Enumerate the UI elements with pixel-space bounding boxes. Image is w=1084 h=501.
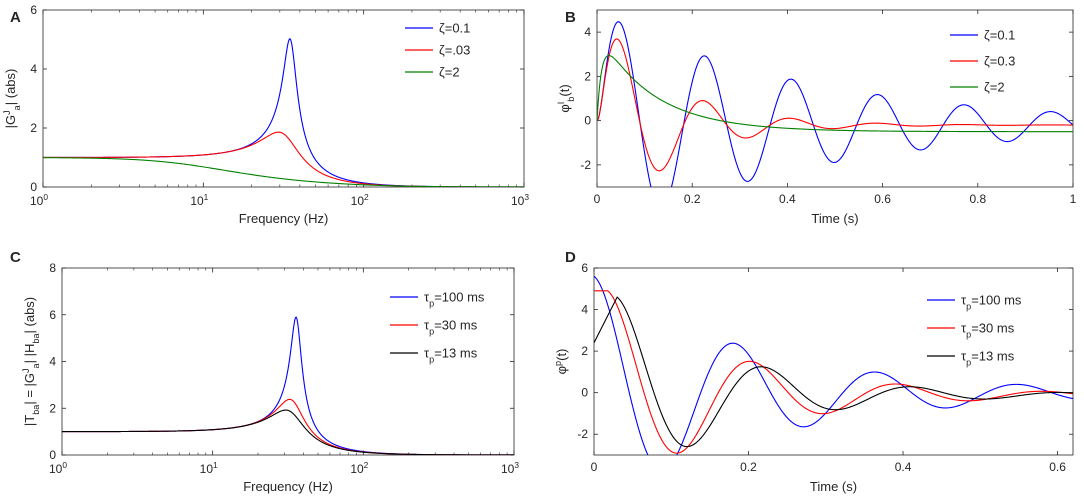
panel-a-xtick-label: 102 [351, 192, 369, 208]
panel-b-ylabel: φIb(t) [556, 84, 576, 112]
panel-c-ytick-label: 4 [49, 355, 56, 369]
panel-d-xlabel: Time (s) [810, 479, 857, 494]
panel-a-xtick-label: 100 [30, 192, 48, 208]
panel-c-ytick-label: 6 [49, 308, 56, 322]
panel-c: C 0 2 4 6 8 100 101 102 103 Frequency (Hz) |Tba| =… [10, 249, 519, 494]
panel-d-ytick-label: 2 [581, 344, 588, 358]
panel-d-legend-label-1: τp=100 ms [961, 293, 1022, 312]
panel-b-ytick-label: 0 [584, 114, 591, 128]
panel-d-xtick-label: 0.6 [1049, 460, 1066, 474]
panel-d-legend-label-2: τp=30 ms [961, 321, 1015, 340]
panel-b-legend-label-2: ζ=0.3 [984, 54, 1015, 69]
panel-d-ylabel: φp(t) [553, 349, 569, 375]
panel-b-ytick-label: 4 [584, 25, 591, 39]
panel-d-legend-label-3: τp=13 ms [961, 349, 1015, 368]
panel-a-series-line-3 [43, 157, 524, 187]
panel-c-ytick-label: 0 [49, 448, 56, 462]
panel-c-xlabel: Frequency (Hz) [243, 479, 333, 494]
panel-b-xtick-label: 0 [594, 192, 601, 206]
panel-a-axes-box [42, 9, 525, 188]
panel-d-ytick-label: 6 [581, 261, 588, 275]
panel-c-xtick-label: 101 [200, 460, 218, 476]
panel-a-xtick-label: 103 [511, 192, 529, 208]
panel-b-axes-box [596, 9, 1074, 188]
panel-a-legend-label-3: ζ=2 [439, 65, 460, 80]
panel-c-legend-label-3: τp=13 ms [424, 346, 478, 365]
panel-d-ytick-label: -2 [577, 427, 588, 441]
panel-c-ylabel: |Tba| = |GJa| |Hba| (abs) [21, 297, 41, 426]
panel-a-legend-label-2: ζ=.03 [439, 43, 470, 58]
panel-c-ytick-label: 2 [49, 401, 56, 415]
panel-letter-c: C [10, 249, 21, 266]
panel-a-ylabel: |GJa| (abs) [2, 69, 22, 129]
panel-b-xtick-label: 0.8 [969, 192, 986, 206]
panel-d-xtick-label: 0 [591, 460, 598, 474]
panel-a-legend-label-1: ζ=0.1 [439, 21, 470, 36]
panel-b-series-line-3 [597, 54, 1073, 133]
panel-d-axes-box [593, 267, 1074, 456]
panel-a-ytick-label: 6 [30, 3, 37, 17]
panel-d-ytick-label: 0 [581, 386, 588, 400]
panel-a-series-line-1 [43, 37, 524, 187]
panel-c-series-line-1 [62, 316, 514, 455]
panel-b: B -2 0 2 4 0 0.2 0.4 0.6 0.8 1 Time (s) φIb(t) ζ=0.1… [556, 9, 1077, 226]
panel-b-series-line-2 [597, 38, 1073, 172]
panel-a-ytick-label: 4 [30, 62, 37, 76]
panel-a-ytick-label: 0 [30, 180, 37, 194]
panel-d-series-line-2 [594, 290, 1073, 454]
panel-c-legend-label-2: τp=30 ms [424, 318, 478, 337]
panel-a-ytick-label: 2 [30, 121, 37, 135]
panel-c-series-line-3 [62, 409, 514, 455]
panel-c-xtick-label: 103 [501, 460, 519, 476]
panel-b-xtick-label: 0.2 [684, 192, 701, 206]
panel-b-legend-label-1: ζ=0.1 [984, 28, 1015, 43]
panel-b-xlabel: Time (s) [811, 211, 858, 226]
panel-b-xtick-label: 0.4 [779, 192, 796, 206]
panel-d-ytick-label: 4 [581, 303, 588, 317]
panel-a-xtick-label: 101 [190, 192, 208, 208]
panel-d-series-line-3 [594, 296, 1073, 448]
panel-b-legend-label-3: ζ=2 [984, 80, 1005, 95]
panel-c-ytick-label: 8 [49, 261, 56, 275]
panel-b-xtick-label: 0.6 [874, 192, 891, 206]
panel-d: D -2 0 2 4 6 0 0.2 0.4 0.6 Time (s) φp(t) τp=100 ms… [553, 249, 1074, 494]
panel-c-legend-label-1: τp=100 ms [424, 290, 485, 309]
panel-b-xtick-label: 1 [1070, 192, 1077, 206]
panel-d-xtick-label: 0.2 [740, 460, 757, 474]
panel-c-xtick-label: 100 [49, 460, 67, 476]
panel-letter-a: A [10, 9, 21, 26]
panel-a: A 0 2 4 6 100 101 102 103 Frequency (Hz) |GJa| (a… [2, 3, 529, 226]
panel-letter-d: D [565, 249, 576, 266]
panel-c-xtick-label: 102 [350, 460, 368, 476]
panel-c-series-line-2 [62, 398, 514, 455]
panel-a-xlabel: Frequency (Hz) [239, 211, 329, 226]
panel-d-xtick-label: 0.4 [895, 460, 912, 474]
panel-letter-b: B [565, 9, 576, 26]
panel-b-ytick-label: -2 [580, 158, 591, 172]
panel-b-series-line-1 [597, 21, 1073, 187]
panel-d-series-line-1 [594, 275, 1073, 455]
panel-b-ytick-label: 2 [584, 69, 591, 83]
